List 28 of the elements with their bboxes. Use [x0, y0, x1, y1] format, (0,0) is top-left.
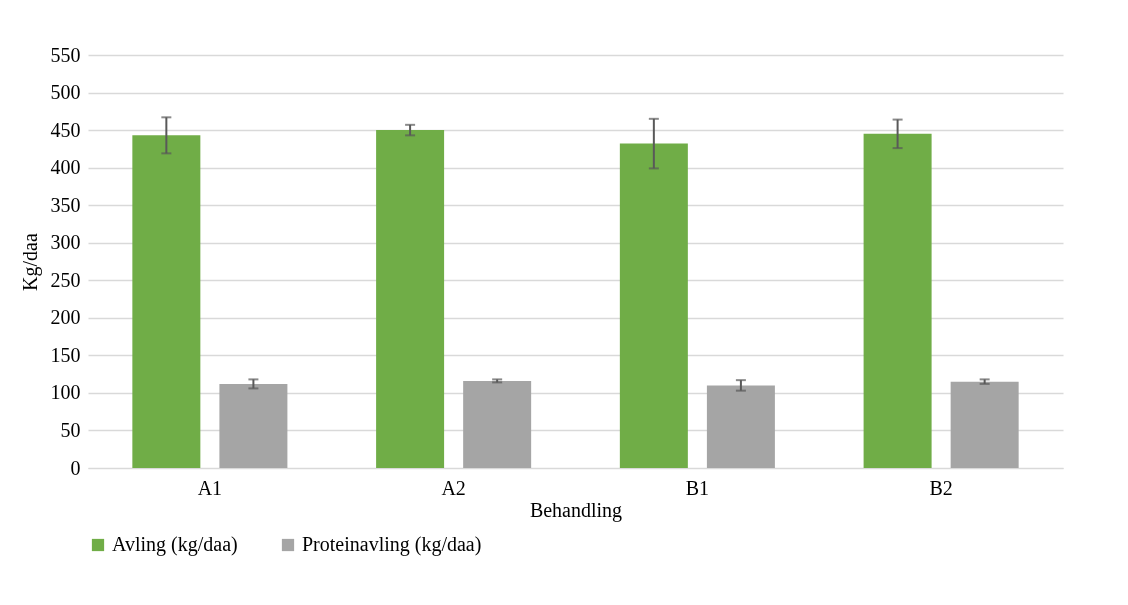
- x-tick-label: A2: [441, 476, 466, 499]
- y-tick-label: 350: [50, 193, 81, 216]
- bar: [706, 385, 775, 468]
- bar: [376, 130, 445, 468]
- y-tick-label: 300: [50, 231, 81, 254]
- x-tick-label: B1: [685, 476, 710, 499]
- legend-label: Proteinavling (kg/daa): [302, 533, 482, 556]
- y-tick-label: 550: [50, 43, 81, 66]
- x-tick-label: A1: [197, 476, 223, 499]
- x-axis-title: Behandling: [529, 498, 623, 522]
- x-tick-label: B2: [929, 476, 953, 499]
- bar: [219, 383, 288, 468]
- y-tick-label: 400: [50, 156, 81, 179]
- y-tick-label: 0: [70, 456, 81, 479]
- bar: [132, 135, 201, 468]
- bar: [619, 143, 688, 468]
- bar: [863, 133, 932, 468]
- bar: [463, 380, 532, 468]
- bar: [950, 381, 1019, 468]
- y-tick-label: 50: [60, 418, 81, 441]
- y-axis-title: Kg/daa: [18, 233, 42, 291]
- y-tick-label: 200: [50, 306, 81, 329]
- legend-label: Avling (kg/daa): [112, 533, 238, 556]
- y-tick-label: 250: [50, 268, 81, 291]
- y-tick-label: 450: [50, 118, 81, 141]
- y-tick-label: 500: [50, 81, 81, 104]
- y-tick-label: 100: [50, 381, 81, 404]
- y-tick-label: 150: [50, 343, 81, 366]
